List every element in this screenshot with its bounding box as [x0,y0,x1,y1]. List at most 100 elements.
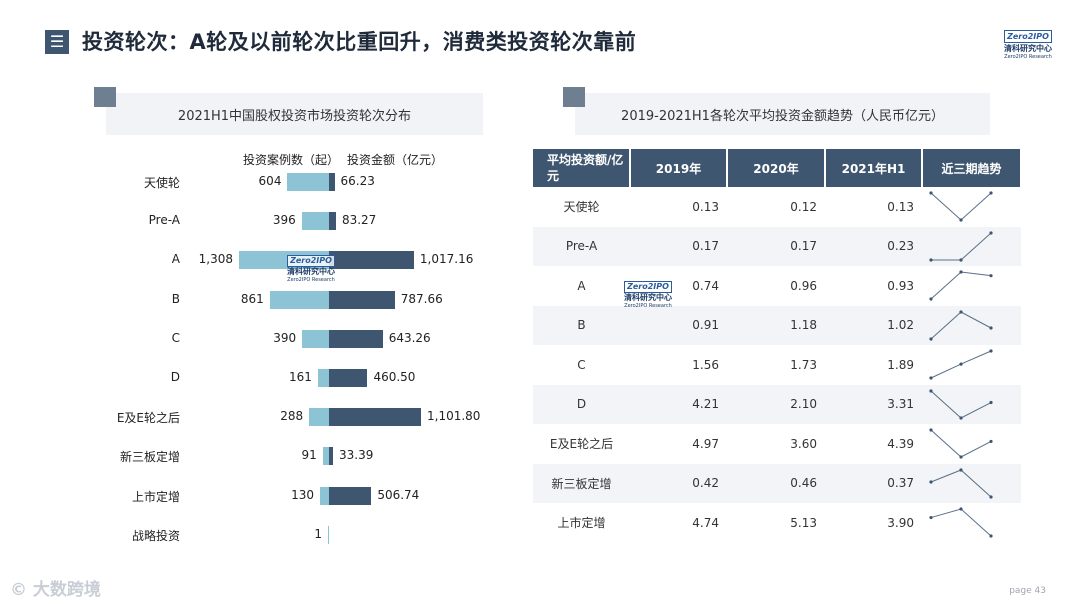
table-header-cell: 近三期趋势 [922,149,1022,187]
menu-icon[interactable]: ☰ [45,30,69,54]
table-cell: 2.10 [727,384,825,424]
sparkline-point [929,516,933,520]
data-label-amount: 33.39 [339,448,374,463]
table-cell: 1.02 [825,305,922,345]
brand-mark: Zero2IPO [1004,30,1052,43]
table-cell: 0.74 [692,278,719,293]
table-row: B 0.91 1.18 1.02 [533,305,1021,345]
watermark-logo: Zero2IPO 清科研究中心 Zero2IPO Research [281,248,341,284]
sparkline [929,507,993,538]
table-row: C 1.56 1.73 1.89 [533,345,1021,385]
brand-logo: Zero2IPO 清科研究中心 Zero2IPO Research [1000,24,1056,61]
row-label: 新三板定增 [119,450,180,465]
row-label: Pre-A [148,213,180,228]
data-label-amount: 1,101.80 [427,409,481,424]
sparkline-point [959,258,963,262]
sparkline-point [959,416,963,420]
table-cell: 1.18 [727,305,825,345]
sparkline-point [929,258,933,262]
sparkline [929,310,993,341]
table-row: D 4.21 2.10 3.31 [533,384,1021,424]
bar-cases [320,486,329,505]
sparkline-point [989,231,993,235]
table-cell: 0.17 [727,226,825,266]
sparkline-point [959,362,963,366]
sparkline-point [959,507,963,511]
row-label: 天使轮 [563,200,600,215]
panel-square-icon [563,87,585,107]
table-cell: 0.42 [630,463,727,503]
sparkline-point [929,337,933,341]
table-cell: 5.13 [790,515,817,530]
data-label-amount: 643.26 [388,330,431,345]
bar-cases [317,369,329,387]
left-panel-header: 2021H1中国股权投资市场投资轮次分布 [94,87,483,135]
table-cell: 0.12 [790,199,817,214]
brand-en: Zero2IPO Research [1004,54,1052,60]
bar-amount [329,173,335,191]
footer-logo-text: 大数跨境 [32,580,101,600]
row-label: D [170,370,180,384]
sparkline-point [989,274,993,278]
sparkline-point [929,389,933,393]
table-header-row: 平均投资额/亿元 2019年 2020年 2021年H1 近三期趋势 [533,149,1022,187]
table-header-cell: 2021年H1 [825,149,923,187]
watermark-mark: Zero2IPO [287,255,335,267]
table-cell: 0.37 [825,463,922,503]
bar-cases [269,290,329,309]
data-label-amount: 1,017.16 [419,252,474,267]
table-cell: 0.23 [825,226,922,266]
row-label: A [577,278,586,293]
data-label-amount: 506.74 [377,487,420,502]
sparkline-point [929,480,933,484]
row-label: B [533,305,630,345]
table-header-cell: 2019年 [630,149,728,187]
sparkline-point [929,191,933,195]
table-cell: 3.90 [887,515,914,530]
sparkline-cell [922,305,1021,345]
sparkline-line [931,232,992,261]
data-label-cases: 390 [273,330,297,345]
row-label: E及E轮之后 [549,437,614,452]
row-label: 上市定增 [131,489,180,504]
sparkline-line [930,311,992,340]
table-cell: 0.13 [692,199,719,214]
row-label: C [171,330,180,345]
data-label-amount: 66.23 [340,174,375,188]
table-cell: 4.21 [630,384,727,424]
sparkline-line [930,192,992,221]
bar-amount [329,290,395,309]
col-label-cases: 投资案例数（起） [243,153,340,167]
sparkline-point [959,270,963,274]
data-label-cases: 1 [314,526,322,541]
table-cell: 3.31 [825,384,922,424]
data-label-cases: 604 [258,174,282,188]
data-label-cases: 130 [291,487,315,502]
bar-cases [328,525,329,544]
sparkline-point [989,495,993,499]
sparkline-line [930,271,992,300]
sparkline-point [989,326,993,330]
bar-cases [287,173,329,191]
table-row: 新三板定增 0.42 0.46 0.37 [533,463,1021,503]
sparkline-point [989,440,993,444]
table-cell: 3.60 [790,436,817,451]
sparkline-cell [922,384,1021,424]
table-cell: 0.46 [727,463,825,503]
sparkline [929,468,993,499]
sparkline-point [959,468,963,472]
sparkline [929,428,993,459]
table-header-cell: 2020年 [727,149,826,187]
watermark-en: Zero2IPO Research [624,303,672,309]
data-label-cases: 861 [240,291,264,306]
row-label: 天使轮 [143,176,180,190]
sparkline [929,270,993,301]
right-panel-title: 2019-2021H1各轮次平均投资金额趋势（人民币亿元） [621,109,944,124]
bar-amount [329,486,372,505]
table-cell: 1.56 [692,357,719,372]
sparkline-point [989,534,993,538]
table-cell: 1.89 [887,357,914,372]
table-header-cell: 平均投资额/亿元 [533,149,631,187]
watermark-logo: Zero2IPO 清科研究中心 Zero2IPO Research [618,274,678,310]
bar-amount [329,408,421,427]
